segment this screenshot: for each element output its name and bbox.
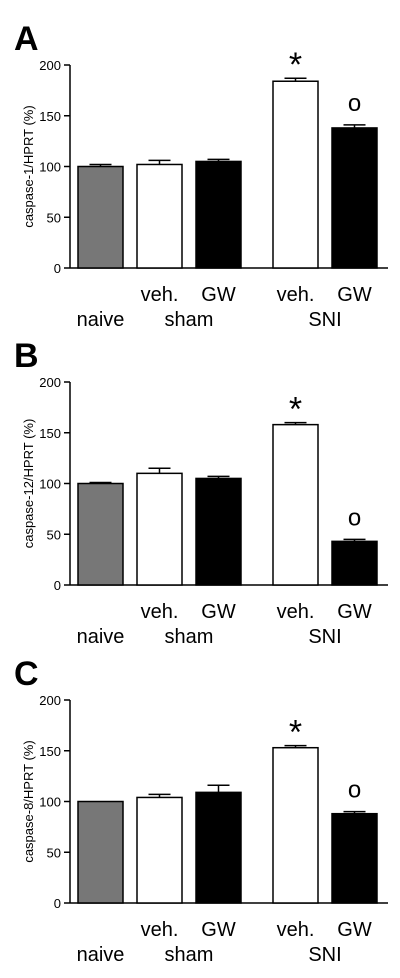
category-label: veh. [141,919,179,941]
bar [331,812,378,904]
bar [136,796,183,904]
bar [195,477,242,586]
bar [136,163,183,269]
y-tick-label: 150 [39,744,61,759]
significance-star: * [289,391,302,429]
y-tick-label: 200 [39,58,61,73]
y-tick-label: 100 [39,160,61,175]
category-label: GW [201,601,236,623]
category-label: GW [337,284,372,306]
category-label: veh. [141,284,179,306]
bar [272,80,319,269]
y-tick-label: 0 [54,896,61,911]
bar [77,165,124,269]
y-tick-label: 0 [54,578,61,593]
panel-letter: C [14,655,39,693]
y-axis-label: caspase-12/HPRT (%) [21,419,36,549]
group-label: sham [165,944,214,965]
bar [331,127,378,269]
group-label: sham [165,309,214,330]
category-label: GW [201,284,236,306]
panel-b: B 0 50 100 150 200 caspase-12/HPRT (%) * o naive v… [0,327,400,647]
group-label: naive [77,944,125,965]
panel-letter: A [14,20,39,58]
bar [77,800,124,904]
y-axis-label: caspase-8/HPRT (%) [21,740,36,862]
category-label: veh. [277,919,315,941]
y-tick-label: 0 [54,261,61,276]
group-label: sham [165,626,214,647]
panel-letter: B [14,337,39,375]
y-tick-label: 100 [39,477,61,492]
y-tick-label: 50 [47,527,61,542]
y-tick-label: 50 [47,845,61,860]
panel-a: A 0 50 100 150 200 caspase-1/HPRT (%) * o naive ve… [0,10,400,330]
significance-star: * [289,714,302,752]
category-label: GW [337,601,372,623]
significance-circle: o [348,777,361,804]
panel-c: C 0 50 100 150 200 caspase-8/HPRT (%) * o naive ve… [0,645,400,965]
category-label: GW [337,919,372,941]
group-label: naive [77,626,125,647]
y-tick-label: 150 [39,109,61,124]
significance-circle: o [348,90,361,117]
bar [136,472,183,586]
bar [77,482,124,586]
bar [195,160,242,269]
group-label: SNI [308,309,341,330]
bar [331,540,378,586]
group-label: SNI [308,626,341,647]
y-tick-label: 200 [39,693,61,708]
y-tick-label: 200 [39,375,61,390]
category-label: veh. [141,601,179,623]
y-axis-label: caspase-1/HPRT (%) [21,105,36,227]
y-tick-label: 50 [47,210,61,225]
bar [272,423,319,586]
group-label: SNI [308,944,341,965]
y-tick-label: 150 [39,426,61,441]
group-label: naive [77,309,125,330]
category-label: veh. [277,284,315,306]
category-label: veh. [277,601,315,623]
y-tick-label: 100 [39,795,61,810]
bar [272,746,319,904]
bar [195,791,242,904]
significance-star: * [289,46,302,84]
significance-circle: o [348,504,361,531]
category-label: GW [201,919,236,941]
